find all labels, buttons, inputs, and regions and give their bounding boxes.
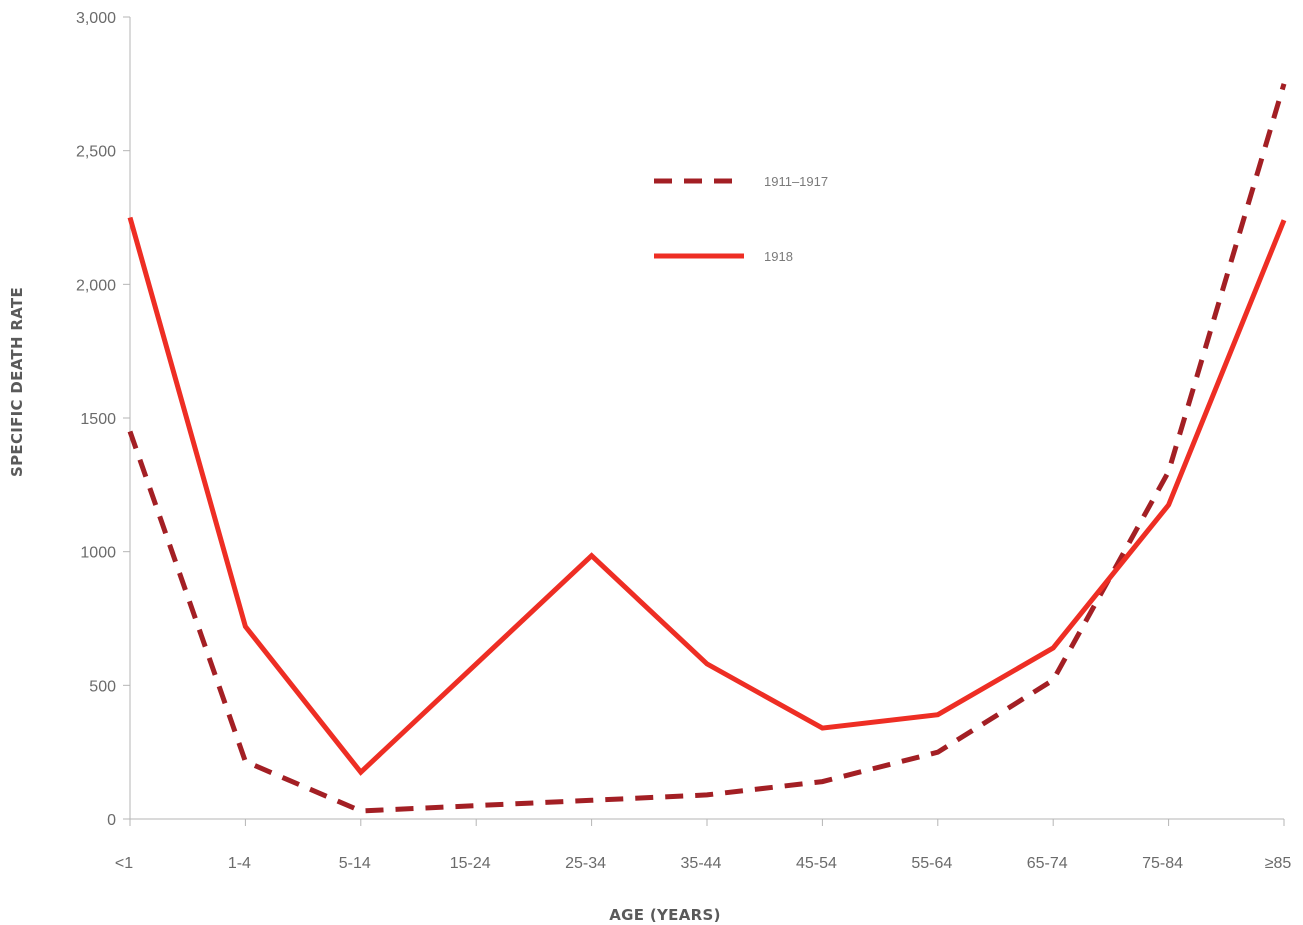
x-tick-label: 55-64: [911, 855, 952, 872]
y-tick-label: 1500: [80, 411, 116, 428]
x-tick-label: <1: [115, 855, 133, 872]
x-tick-label: 75-84: [1142, 855, 1183, 872]
x-tick-label: 5-14: [339, 855, 371, 872]
series-lines: [127, 83, 1287, 814]
y-axis: 0 500 1000 1500 2,000 2,500 3,000: [76, 10, 131, 829]
x-tick-label: 65-74: [1027, 855, 1068, 872]
legend-label: 1911–1917: [764, 174, 828, 189]
series-line-solid: [127, 216, 1287, 776]
y-axis-title: SPECIFIC DEATH RATE: [8, 287, 26, 477]
x-axis-title: AGE (YEARS): [609, 906, 720, 924]
y-tick-label: 2,000: [76, 277, 116, 294]
y-tick-label: 2,500: [76, 144, 116, 161]
y-tick-label: 1000: [80, 545, 116, 562]
legend-label: 1918: [764, 249, 793, 264]
x-tick-label: 25-34: [565, 855, 606, 872]
y-tick-label: 3,000: [76, 10, 116, 27]
x-tick-label: 35-44: [681, 855, 722, 872]
y-tick-label: 500: [89, 678, 116, 695]
x-tick-label: ≥85: [1265, 855, 1292, 872]
legend: 1911–1917 1918: [654, 174, 828, 264]
x-tick-label: 45-54: [796, 855, 837, 872]
y-tick-label: 0: [107, 812, 116, 829]
x-axis: <1 1-4 5-14 15-24 25-34 35-44 45-54 55-64 65-74 7…: [115, 818, 1292, 872]
x-tick-label: 1-4: [228, 855, 251, 872]
x-tick-label: 15-24: [450, 855, 491, 872]
